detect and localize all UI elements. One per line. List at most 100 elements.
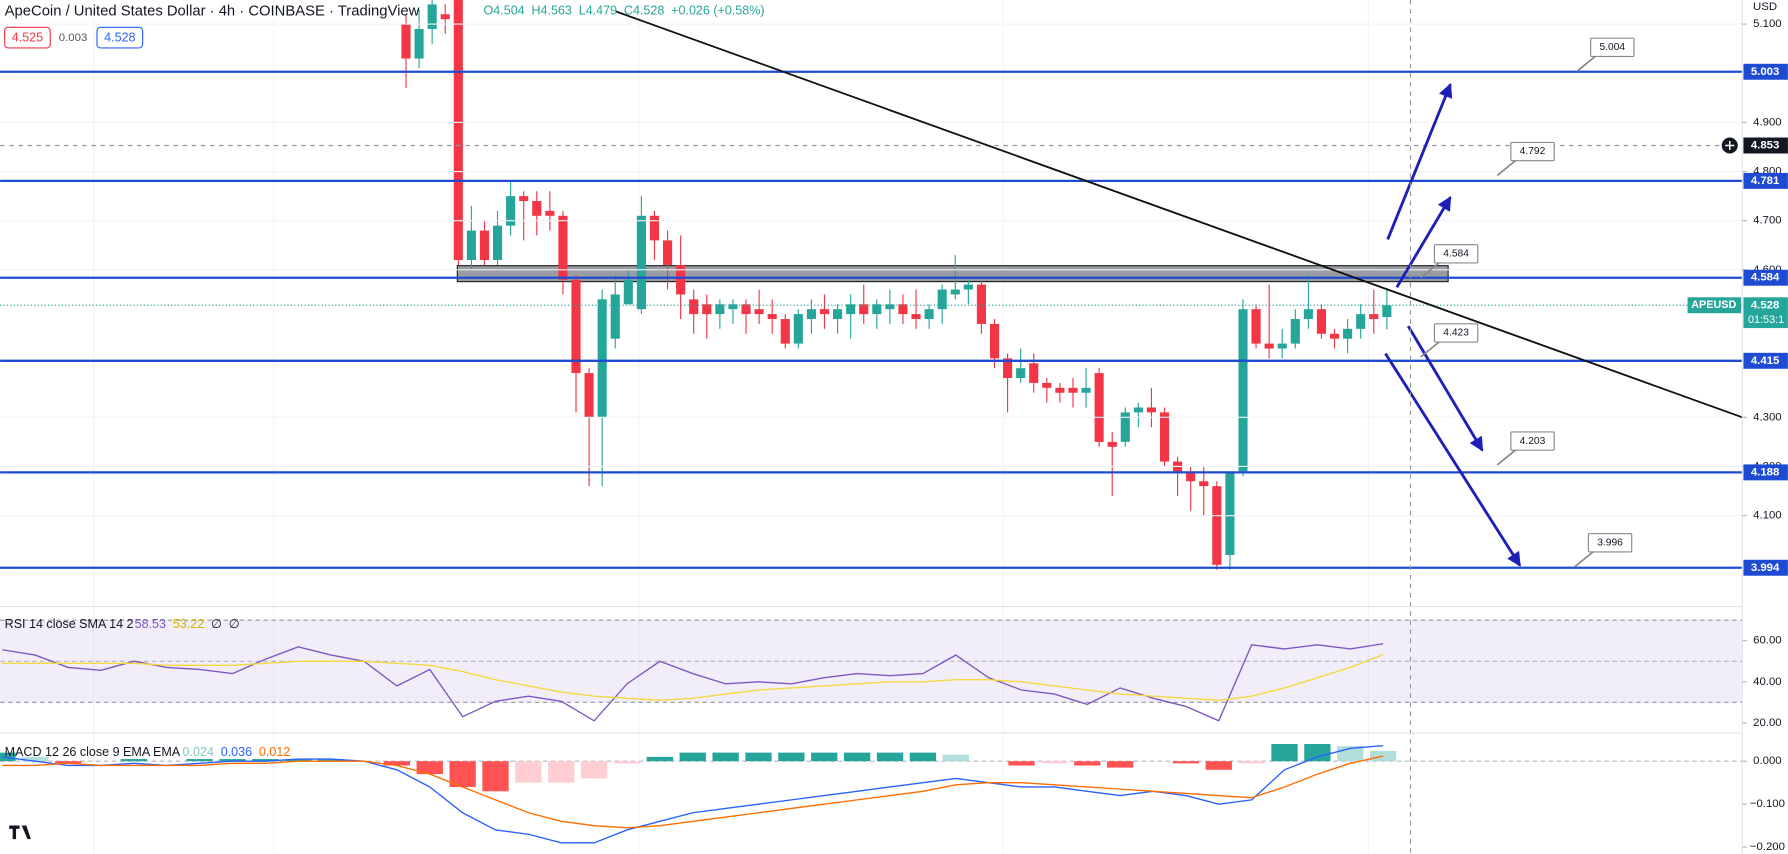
histogram-bar [646,756,674,762]
histogram-bar [942,754,969,762]
candle-body [466,230,476,261]
histogram-bar [843,752,871,762]
level-label: 5.003 [1751,66,1780,78]
callout-pointer [1496,449,1516,466]
histogram-bar [285,759,312,762]
candle-body [767,314,777,320]
candle-body [846,304,856,315]
callout-label: 4.792 [1520,146,1546,157]
callout-label: 4.584 [1443,248,1469,259]
candle-body [492,225,503,261]
indicator-line [2,654,1384,701]
y-tick-label: 40.00 [1753,676,1782,688]
candle-body [950,289,960,295]
arrow-up [1395,196,1452,289]
candle-body [1159,412,1170,462]
candle-body [937,289,947,310]
logo-mark [9,825,31,840]
histogram-bar [0,752,16,762]
candle-body [676,264,686,295]
symbol-box [1687,297,1742,314]
rsi-legend-value: 53.22 [173,617,204,631]
callout-label: 5.004 [1599,42,1625,53]
spread: 0.003 [59,32,88,44]
level-label: 4.188 [1751,466,1780,478]
candle-body [479,230,490,261]
chart-title: ApeCoin / United States Dollar · 4h · CO… [5,3,420,19]
histogram-bar [613,761,641,764]
candle-body [715,304,725,315]
histogram-bar [745,752,772,762]
candle-body [584,373,594,418]
candle-body [1238,309,1248,472]
candle-body [453,0,463,261]
candle-body [545,210,555,216]
last-price-box [1743,297,1788,329]
candle-body [440,14,450,20]
callout-pointer [1574,551,1594,568]
candle-body [911,314,921,320]
histogram-bar [515,761,542,783]
y-tick-label: −0.200 [1750,841,1785,853]
candle-body [558,215,568,280]
candle-body [872,304,882,315]
candle-body [1356,314,1366,329]
ohlc-value: C4.528 [624,4,664,18]
resistance-zone [456,265,1449,283]
ask-box[interactable] [96,26,144,49]
histogram-bar [1238,761,1265,764]
candle-body [780,319,790,344]
candle-body [623,279,633,305]
histogram-bar [1074,761,1101,766]
level-label: 4.584 [1751,272,1780,284]
indicator-line [2,755,1384,829]
candle-body [741,304,751,315]
grid [93,0,1369,854]
histogram-bar [120,759,148,762]
callout-box [1510,141,1555,162]
histogram-bar [449,761,476,787]
candle-body [885,304,895,310]
ask[interactable]: 4.528 [104,31,135,45]
candle-body [1042,382,1052,388]
callout-label: 3.996 [1597,538,1623,549]
candle-body [427,4,437,30]
histogram-bar [1172,761,1200,764]
candle-body [571,279,581,374]
symbol-label: APEUSD [1691,299,1736,311]
candles [401,0,1392,570]
ohlc-value: L4.479 [579,4,617,18]
level-label-box [1743,559,1788,576]
callout-pointer [1496,159,1516,177]
histogram-bar [876,752,904,762]
bid[interactable]: 4.525 [12,31,43,45]
candle-body [924,309,934,320]
level-label-box [1743,269,1788,286]
histogram-bar [1008,761,1035,766]
candle-body [1055,387,1065,393]
candle-body [1277,343,1287,349]
callout-pointer [1420,341,1440,358]
histogram-bar [317,759,345,762]
ohlc-value: H4.563 [531,4,571,18]
bid-box[interactable] [4,26,51,49]
arrow-up [1386,83,1453,240]
candle-body [414,29,424,59]
ohlc-value: O4.504 [484,4,525,18]
indicator-line [2,643,1384,722]
callout-box [1433,323,1479,343]
candle-body [610,294,620,339]
candle-body [1120,412,1130,442]
histogram-bar [679,752,706,762]
candle-body [963,284,973,290]
ohlc-value: +0.026 (+0.58%) [671,4,764,18]
callout-box [1590,37,1635,58]
candle-body [506,196,516,226]
y-tick-label: 20.00 [1753,717,1782,729]
y-tick-label: −0.100 [1750,798,1785,810]
y-tick-label: 4.300 [1753,411,1782,423]
candle-body [898,304,908,315]
candle-body [1303,309,1313,320]
crosshair-label-box [1743,137,1788,154]
